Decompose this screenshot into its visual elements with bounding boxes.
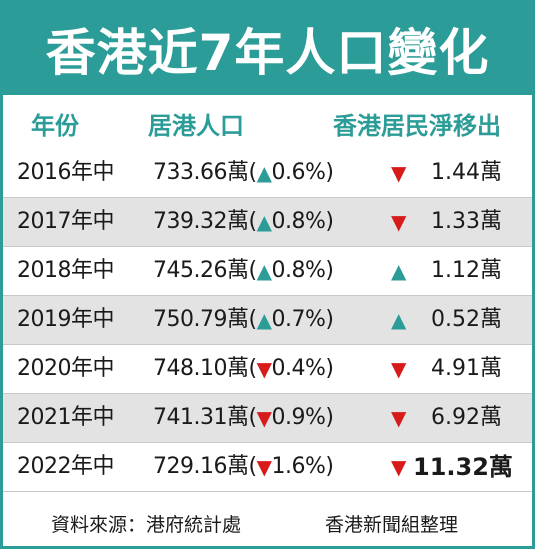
- net-outflow-value: 0.52萬: [431, 307, 502, 332]
- close-paren: ): [325, 258, 334, 283]
- chart-title: 香港近7年人口變化: [45, 24, 490, 82]
- net-outflow-cell: ▼ 11.32萬: [391, 443, 521, 491]
- decrease-triangle-icon: ▼: [391, 455, 407, 479]
- population-value: 739.32萬: [153, 209, 249, 234]
- table-row: 2016年中 733.66萬(▲0.6%) ▼ 1.44萬: [3, 149, 532, 198]
- open-paren: (: [248, 356, 257, 381]
- table-row: 2022年中 729.16萬(▼1.6%) ▼ 11.32萬: [3, 443, 532, 492]
- source-note: 資料來源：港府統計處: [51, 514, 242, 536]
- close-paren: ): [325, 160, 334, 185]
- open-paren: (: [248, 454, 257, 479]
- population-cell: 733.66萬(▲0.6%): [153, 149, 334, 197]
- table-header: 年份 居港人口 香港居民淨移出: [3, 105, 532, 147]
- open-paren: (: [248, 258, 257, 283]
- net-outflow-cell: ▼ 1.44萬: [391, 149, 521, 197]
- population-change: 1.6%: [271, 454, 326, 479]
- population-cell: 729.16萬(▼1.6%): [153, 443, 334, 491]
- year-cell: 2017年中: [17, 209, 115, 234]
- population-change: 0.7%: [271, 307, 326, 332]
- population-change: 0.8%: [271, 209, 326, 234]
- population-cell: 739.32萬(▲0.8%): [153, 198, 334, 246]
- net-outflow-cell: ▼ 4.91萬: [391, 345, 521, 393]
- table-row: 2018年中 745.26萬(▲0.8%) ▲ 1.12萬: [3, 247, 532, 296]
- decrease-triangle-icon: ▼: [391, 161, 407, 185]
- year-cell: 2018年中: [17, 258, 115, 283]
- population-value: 750.79萬: [153, 307, 249, 332]
- population-value: 729.16萬: [153, 454, 249, 479]
- year-cell: 2021年中: [17, 405, 115, 430]
- year-cell: 2020年中: [17, 356, 115, 381]
- year-cell: 2022年中: [17, 454, 115, 479]
- open-paren: (: [248, 405, 257, 430]
- decrease-triangle-icon: ▼: [256, 357, 272, 381]
- population-cell: 750.79萬(▲0.7%): [153, 296, 334, 344]
- decrease-triangle-icon: ▼: [391, 357, 407, 381]
- title-bar: 香港近7年人口變化: [3, 3, 532, 95]
- population-change: 0.9%: [271, 405, 326, 430]
- population-value: 745.26萬: [153, 258, 249, 283]
- population-value: 733.66萬: [153, 160, 249, 185]
- population-change: 0.4%: [271, 356, 326, 381]
- table-body: 2016年中 733.66萬(▲0.6%) ▼ 1.44萬 2017年中 739.32萬(…: [3, 149, 532, 492]
- year-cell: 2016年中: [17, 160, 115, 185]
- net-outflow-value: 1.12萬: [431, 258, 502, 283]
- open-paren: (: [248, 160, 257, 185]
- table-row: 2020年中 748.10萬(▼0.4%) ▼ 4.91萬: [3, 345, 532, 394]
- close-paren: ): [325, 454, 334, 479]
- decrease-triangle-icon: ▼: [256, 455, 272, 479]
- header-year: 年份: [31, 112, 79, 140]
- net-outflow-cell: ▼ 6.92萬: [391, 394, 521, 442]
- decrease-triangle-icon: ▼: [391, 210, 407, 234]
- population-cell: 741.31萬(▼0.9%): [153, 394, 334, 442]
- population-cell: 748.10萬(▼0.4%): [153, 345, 334, 393]
- increase-triangle-icon: ▲: [256, 259, 272, 283]
- increase-triangle-icon: ▲: [256, 161, 272, 185]
- population-value: 741.31萬: [153, 405, 249, 430]
- population-change: 0.6%: [271, 160, 326, 185]
- footer: 資料來源：港府統計處 香港新聞組整理: [3, 503, 532, 547]
- decrease-triangle-icon: ▼: [256, 406, 272, 430]
- header-population: 居港人口: [148, 112, 244, 140]
- year-cell: 2019年中: [17, 307, 115, 332]
- population-value: 748.10萬: [153, 356, 249, 381]
- close-paren: ): [325, 209, 334, 234]
- net-outflow-cell: ▲ 0.52萬: [391, 296, 521, 344]
- net-outflow-value: 6.92萬: [431, 405, 502, 430]
- population-change: 0.8%: [271, 258, 326, 283]
- close-paren: ): [325, 405, 334, 430]
- open-paren: (: [248, 209, 257, 234]
- net-outflow-value: 1.33萬: [431, 209, 502, 234]
- increase-triangle-icon: ▲: [391, 308, 407, 332]
- net-outflow-cell: ▼ 1.33萬: [391, 198, 521, 246]
- population-cell: 745.26萬(▲0.8%): [153, 247, 334, 295]
- net-outflow-value: 1.44萬: [431, 160, 502, 185]
- open-paren: (: [248, 307, 257, 332]
- decrease-triangle-icon: ▼: [391, 406, 407, 430]
- close-paren: ): [325, 307, 334, 332]
- net-outflow-cell: ▲ 1.12萬: [391, 247, 521, 295]
- table-row: 2021年中 741.31萬(▼0.9%) ▼ 6.92萬: [3, 394, 532, 443]
- increase-triangle-icon: ▲: [256, 210, 272, 234]
- header-net-outflow: 香港居民淨移出: [333, 112, 501, 140]
- increase-triangle-icon: ▲: [391, 259, 407, 283]
- credit-note: 香港新聞組整理: [325, 514, 459, 536]
- table-row: 2017年中 739.32萬(▲0.8%) ▼ 1.33萬: [3, 198, 532, 247]
- increase-triangle-icon: ▲: [256, 308, 272, 332]
- table-row: 2019年中 750.79萬(▲0.7%) ▲ 0.52萬: [3, 296, 532, 345]
- net-outflow-value: 11.32萬: [413, 453, 513, 481]
- net-outflow-value: 4.91萬: [431, 356, 502, 381]
- close-paren: ): [325, 356, 334, 381]
